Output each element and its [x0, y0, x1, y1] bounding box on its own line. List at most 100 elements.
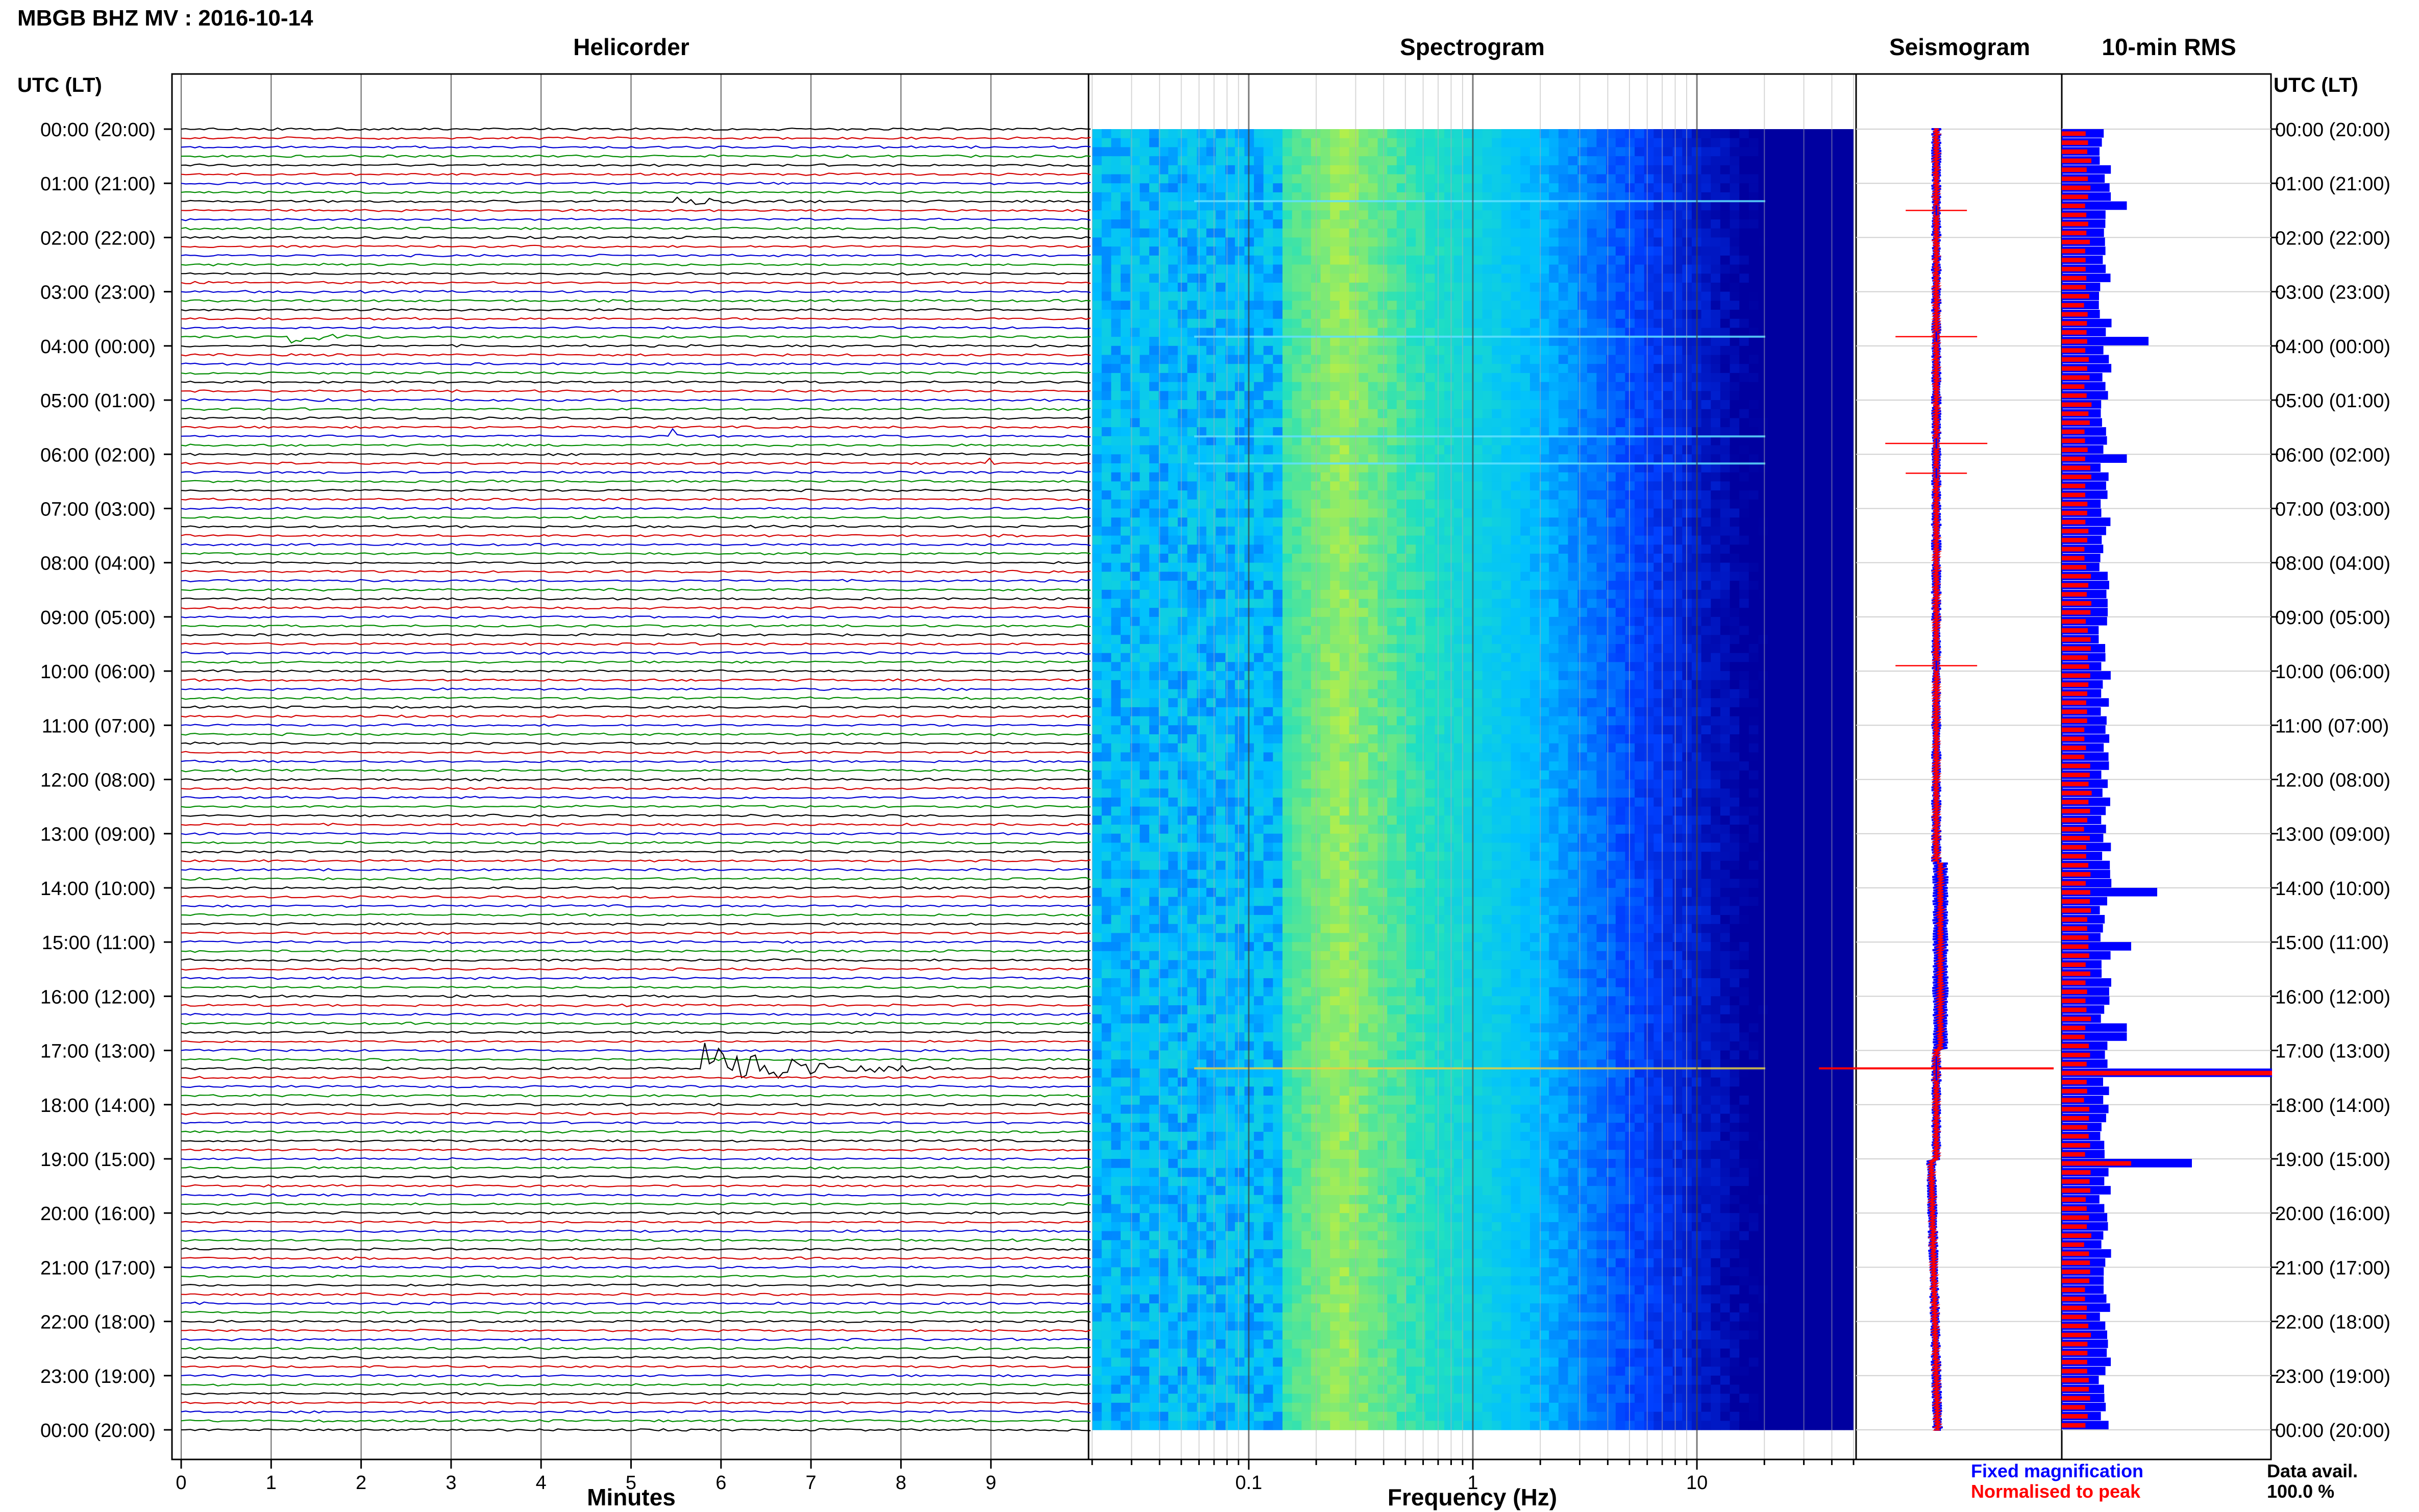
spectrogram-cell — [1158, 264, 1169, 274]
spectrogram-cell — [1359, 689, 1369, 699]
spectrogram-cell — [1149, 626, 1159, 635]
spectrogram-cell — [1130, 328, 1140, 337]
spectrogram-cell — [1844, 472, 1854, 482]
spectrogram-cell — [1758, 237, 1768, 247]
spectrogram-cell — [1453, 535, 1464, 545]
spectrogram-cell — [1359, 174, 1369, 184]
spectrogram-cell — [1768, 481, 1778, 491]
spectrogram-cell — [1301, 183, 1312, 193]
spectrogram-cell — [1140, 599, 1150, 608]
spectrogram-cell — [1473, 301, 1483, 310]
spectrogram-cell — [1758, 174, 1768, 184]
spectrogram-cell — [1501, 463, 1512, 473]
spectrogram-cell — [1111, 626, 1121, 635]
spectrogram-cell — [1406, 328, 1416, 337]
spectrogram-cell — [1539, 517, 1549, 527]
spectrogram-cell — [1672, 282, 1683, 292]
spectrogram-cell — [1368, 373, 1378, 383]
spectrogram-cell — [1416, 183, 1426, 193]
spectrogram-cell — [1225, 156, 1236, 166]
spectrogram-cell — [1720, 490, 1731, 500]
spectrogram-cell — [1339, 689, 1350, 699]
spectrogram-cell — [1625, 481, 1635, 491]
spectrogram-cell — [1844, 138, 1854, 147]
spectrogram-cell — [1663, 237, 1673, 247]
spectrogram-cell — [1806, 427, 1816, 437]
spectrogram-cell — [1844, 508, 1854, 518]
spectrogram-cell — [1806, 228, 1816, 238]
spectrogram-cell — [1168, 192, 1178, 202]
spectrogram-cell — [1092, 572, 1102, 581]
spectrogram-cell — [1739, 228, 1749, 238]
spectrogram-cell — [1635, 237, 1645, 247]
spectrogram-cell — [1292, 373, 1302, 383]
spectrogram-cell — [1796, 228, 1807, 238]
spectrogram-cell — [1216, 391, 1226, 401]
spectrogram-cell — [1558, 364, 1569, 374]
spectrogram-cell — [1625, 635, 1635, 645]
spectrogram-cell — [1777, 210, 1788, 220]
spectrogram-cell — [1635, 147, 1645, 157]
spectrogram-cell — [1225, 626, 1236, 635]
spectrogram-cell — [1539, 400, 1549, 410]
spectrogram-cell — [1529, 147, 1540, 157]
spectrogram-cell — [1625, 210, 1635, 220]
spectrogram-cell — [1568, 345, 1578, 356]
spectrogram-cell — [1425, 589, 1436, 600]
spectrogram-cell — [1359, 382, 1369, 391]
spectrogram-cell — [1492, 147, 1502, 157]
spectrogram-cell — [1777, 129, 1788, 139]
spectrogram-cell — [1453, 418, 1464, 428]
spectrogram-cell — [1625, 436, 1635, 446]
spectrogram-cell — [1330, 445, 1340, 455]
spectrogram-cell — [1815, 644, 1825, 654]
spectrogram-cell — [1396, 345, 1407, 356]
spectrogram-cell — [1111, 328, 1121, 337]
spectrogram-cell — [1711, 499, 1721, 509]
spectrogram-cell — [1720, 680, 1731, 690]
spectrogram-cell — [1558, 156, 1569, 166]
spectrogram-cell — [1263, 400, 1273, 410]
spectrogram-cell — [1511, 445, 1521, 455]
spectrogram-cell — [1473, 291, 1483, 301]
spectrogram-cell — [1653, 671, 1664, 681]
spectrogram-cell — [1511, 147, 1521, 157]
spectrogram-cell — [1406, 680, 1416, 690]
spectrogram-cell — [1748, 165, 1759, 175]
spectrogram-cell — [1615, 228, 1626, 238]
spectrogram-cell — [1568, 355, 1578, 364]
spectrogram-cell — [1187, 517, 1197, 527]
spectrogram-cell — [1206, 129, 1217, 139]
spectrogram-cell — [1587, 138, 1597, 147]
spectrogram-cell — [1092, 328, 1102, 337]
spectrogram-cell — [1730, 373, 1740, 383]
spectrogram-cell — [1101, 391, 1112, 401]
spectrogram-cell — [1396, 355, 1407, 364]
spectrogram-cell — [1187, 671, 1197, 681]
spectrogram-cell — [1320, 581, 1330, 590]
spectrogram-cell — [1720, 210, 1731, 220]
spectrogram-cell — [1168, 400, 1178, 410]
spectrogram-cell — [1292, 581, 1302, 590]
spectrogram-cell — [1368, 616, 1378, 627]
spectrogram-cell — [1359, 499, 1369, 509]
spectrogram-cell — [1206, 517, 1217, 527]
spectrogram-cell — [1711, 129, 1721, 139]
spectrogram-cell — [1206, 635, 1217, 645]
spectrogram-cell — [1587, 364, 1597, 374]
spectrogram-cell — [1197, 291, 1207, 301]
spectrogram-cell — [1520, 608, 1531, 617]
spectrogram-cell — [1596, 255, 1607, 265]
spectrogram-cell — [1387, 616, 1397, 627]
spectrogram-cell — [1235, 391, 1245, 401]
spectrogram-cell — [1720, 201, 1731, 211]
spectrogram-cell — [1463, 626, 1473, 635]
spectrogram-cell — [1377, 589, 1388, 600]
spectrogram-cell — [1387, 382, 1397, 391]
spectrogram-cell — [1225, 554, 1236, 563]
spectrogram-cell — [1844, 490, 1854, 500]
spectrogram-cell — [1806, 526, 1816, 536]
spectrogram-cell — [1558, 626, 1569, 635]
spectrogram-cell — [1529, 544, 1540, 554]
spectrogram-cell — [1130, 382, 1140, 391]
